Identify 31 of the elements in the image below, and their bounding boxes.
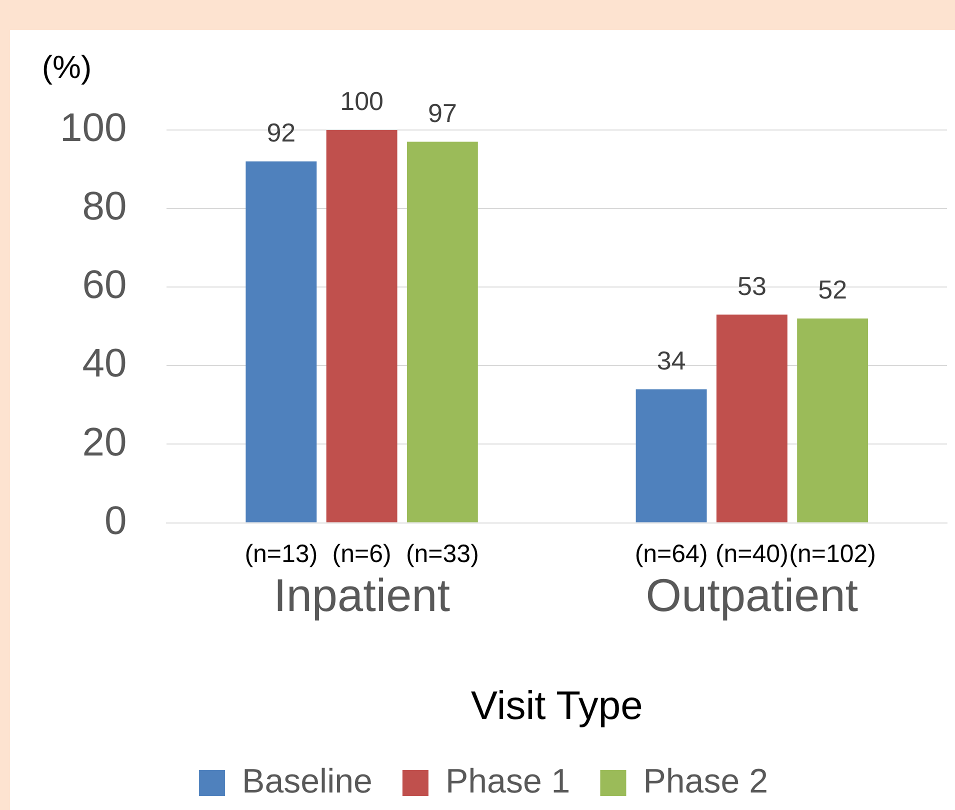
y-axis-title: (%) [42,48,92,85]
x-tick-label: Outpatient [646,569,858,622]
data-label: 34 [656,345,686,376]
y-tick-label: 100 [60,106,127,150]
x-tick-label: Inpatient [274,569,450,622]
legend-label: Phase 1 [445,762,570,800]
text: (n=40) [715,540,788,568]
text: (n=102) [789,540,876,568]
legend-label: Baseline [242,762,372,800]
text: (n=33) [406,540,479,568]
bar [716,314,788,522]
bar [326,130,398,522]
text: (n=6) [332,540,392,568]
bar [636,389,707,522]
data-label: 52 [818,274,848,305]
text: (n=64) [634,540,708,568]
x-axis-title: Visit Type [470,684,643,728]
y-tick-label: 80 [82,184,127,229]
y-tick-label: 20 [82,420,127,464]
data-label: 92 [266,118,296,148]
data-label: 100 [340,86,384,116]
bar [797,318,868,522]
legend-label: Phase 2 [643,762,768,800]
y-tick-label: 40 [82,342,127,386]
bar [406,142,478,522]
text: (n=13) [244,540,318,568]
y-tick-label: 0 [104,498,127,543]
data-label: 53 [737,270,766,301]
y-tick-label: 60 [82,263,127,308]
data-label: 97 [428,98,457,128]
bar [246,161,317,522]
